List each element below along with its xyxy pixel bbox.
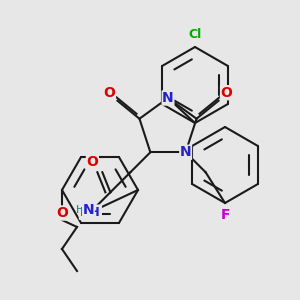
Text: Cl: Cl	[188, 28, 202, 41]
Text: O: O	[86, 155, 98, 169]
Text: N: N	[162, 91, 174, 105]
Text: N: N	[82, 203, 94, 217]
Text: NH: NH	[80, 206, 101, 219]
Text: F: F	[220, 208, 230, 222]
Text: N: N	[180, 145, 191, 159]
Text: O: O	[220, 86, 232, 100]
Text: O: O	[103, 86, 116, 100]
Text: O: O	[56, 206, 68, 220]
Text: H: H	[76, 205, 85, 215]
